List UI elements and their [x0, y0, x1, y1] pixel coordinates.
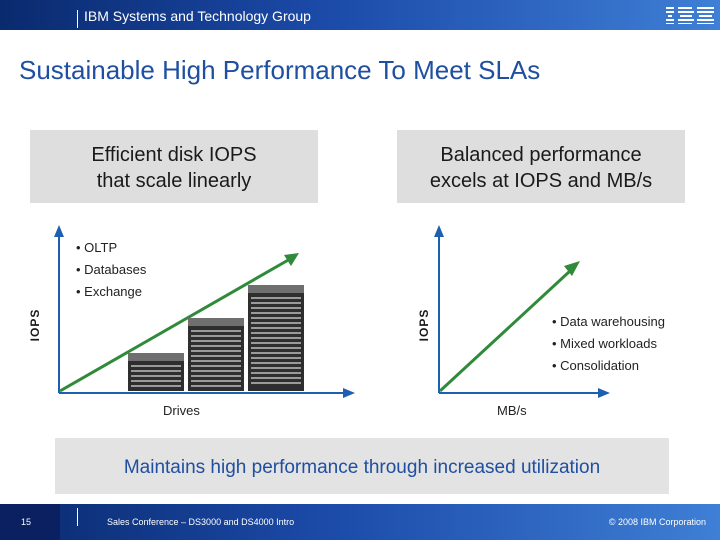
right-y-axis-arrow-icon	[434, 225, 444, 237]
right-bullet-item: • Consolidation	[552, 358, 639, 373]
summary-box: Maintains high performance through incre…	[55, 438, 669, 494]
group-name: IBM Systems and Technology Group	[84, 8, 311, 24]
left-heading-line1: Efficient disk IOPS	[91, 144, 257, 166]
left-bullet-list: • OLTP • Databases • Exchange	[76, 237, 146, 303]
header-divider	[77, 10, 78, 28]
left-y-axis-arrow-icon	[54, 225, 64, 237]
header-bar: IBM Systems and Technology Group	[0, 0, 720, 30]
page-number: 15	[21, 517, 32, 527]
copyright: © 2008 IBM Corporation	[608, 517, 706, 527]
right-heading-line1: Balanced performance	[440, 144, 642, 166]
left-bullet-item: • Databases	[76, 262, 147, 277]
slide-title: Sustainable High Performance To Meet SLA…	[19, 55, 541, 85]
footer-divider	[77, 508, 78, 526]
right-bullet-list: • Data warehousing • Mixed workloads • C…	[552, 311, 665, 377]
ibm-logo	[666, 7, 714, 24]
left-trend-line	[59, 257, 291, 393]
left-heading-line2: that scale linearly	[96, 170, 252, 192]
right-trend-arrow-icon	[564, 261, 580, 276]
left-bullet-item: • Exchange	[76, 284, 142, 299]
left-x-axis-label: Drives	[163, 403, 200, 418]
footer-bar: 15 Sales Conference – DS3000 and DS4000 …	[0, 504, 720, 540]
right-bullet-item: • Mixed workloads	[552, 336, 657, 351]
right-x-axis-arrow-icon	[598, 388, 610, 398]
right-chart	[434, 225, 610, 398]
left-x-axis-arrow-icon	[343, 388, 355, 398]
server-stack-1-icon	[128, 353, 184, 391]
left-y-axis-label: IOPS	[28, 308, 42, 342]
right-x-axis-label: MB/s	[497, 403, 527, 418]
left-trend-arrow-icon	[284, 253, 299, 266]
left-chart	[54, 225, 355, 398]
server-stack-3-icon	[248, 285, 304, 391]
server-stack-2-icon	[188, 318, 244, 391]
left-bullet-item: • OLTP	[76, 240, 118, 255]
left-heading-box: Efficient disk IOPS that scale linearly	[30, 130, 318, 203]
summary-text: Maintains high performance through incre…	[123, 457, 601, 478]
conference-label: Sales Conference – DS3000 and DS4000 Int…	[107, 517, 295, 527]
right-heading-line2: excels at IOPS and MB/s	[429, 170, 653, 192]
footer-page-block	[0, 504, 60, 540]
right-trend-line	[438, 269, 572, 393]
right-heading-box: Balanced performance excels at IOPS and …	[397, 130, 685, 203]
right-bullet-item: • Data warehousing	[552, 314, 665, 329]
right-y-axis-label: IOPS	[417, 308, 431, 342]
